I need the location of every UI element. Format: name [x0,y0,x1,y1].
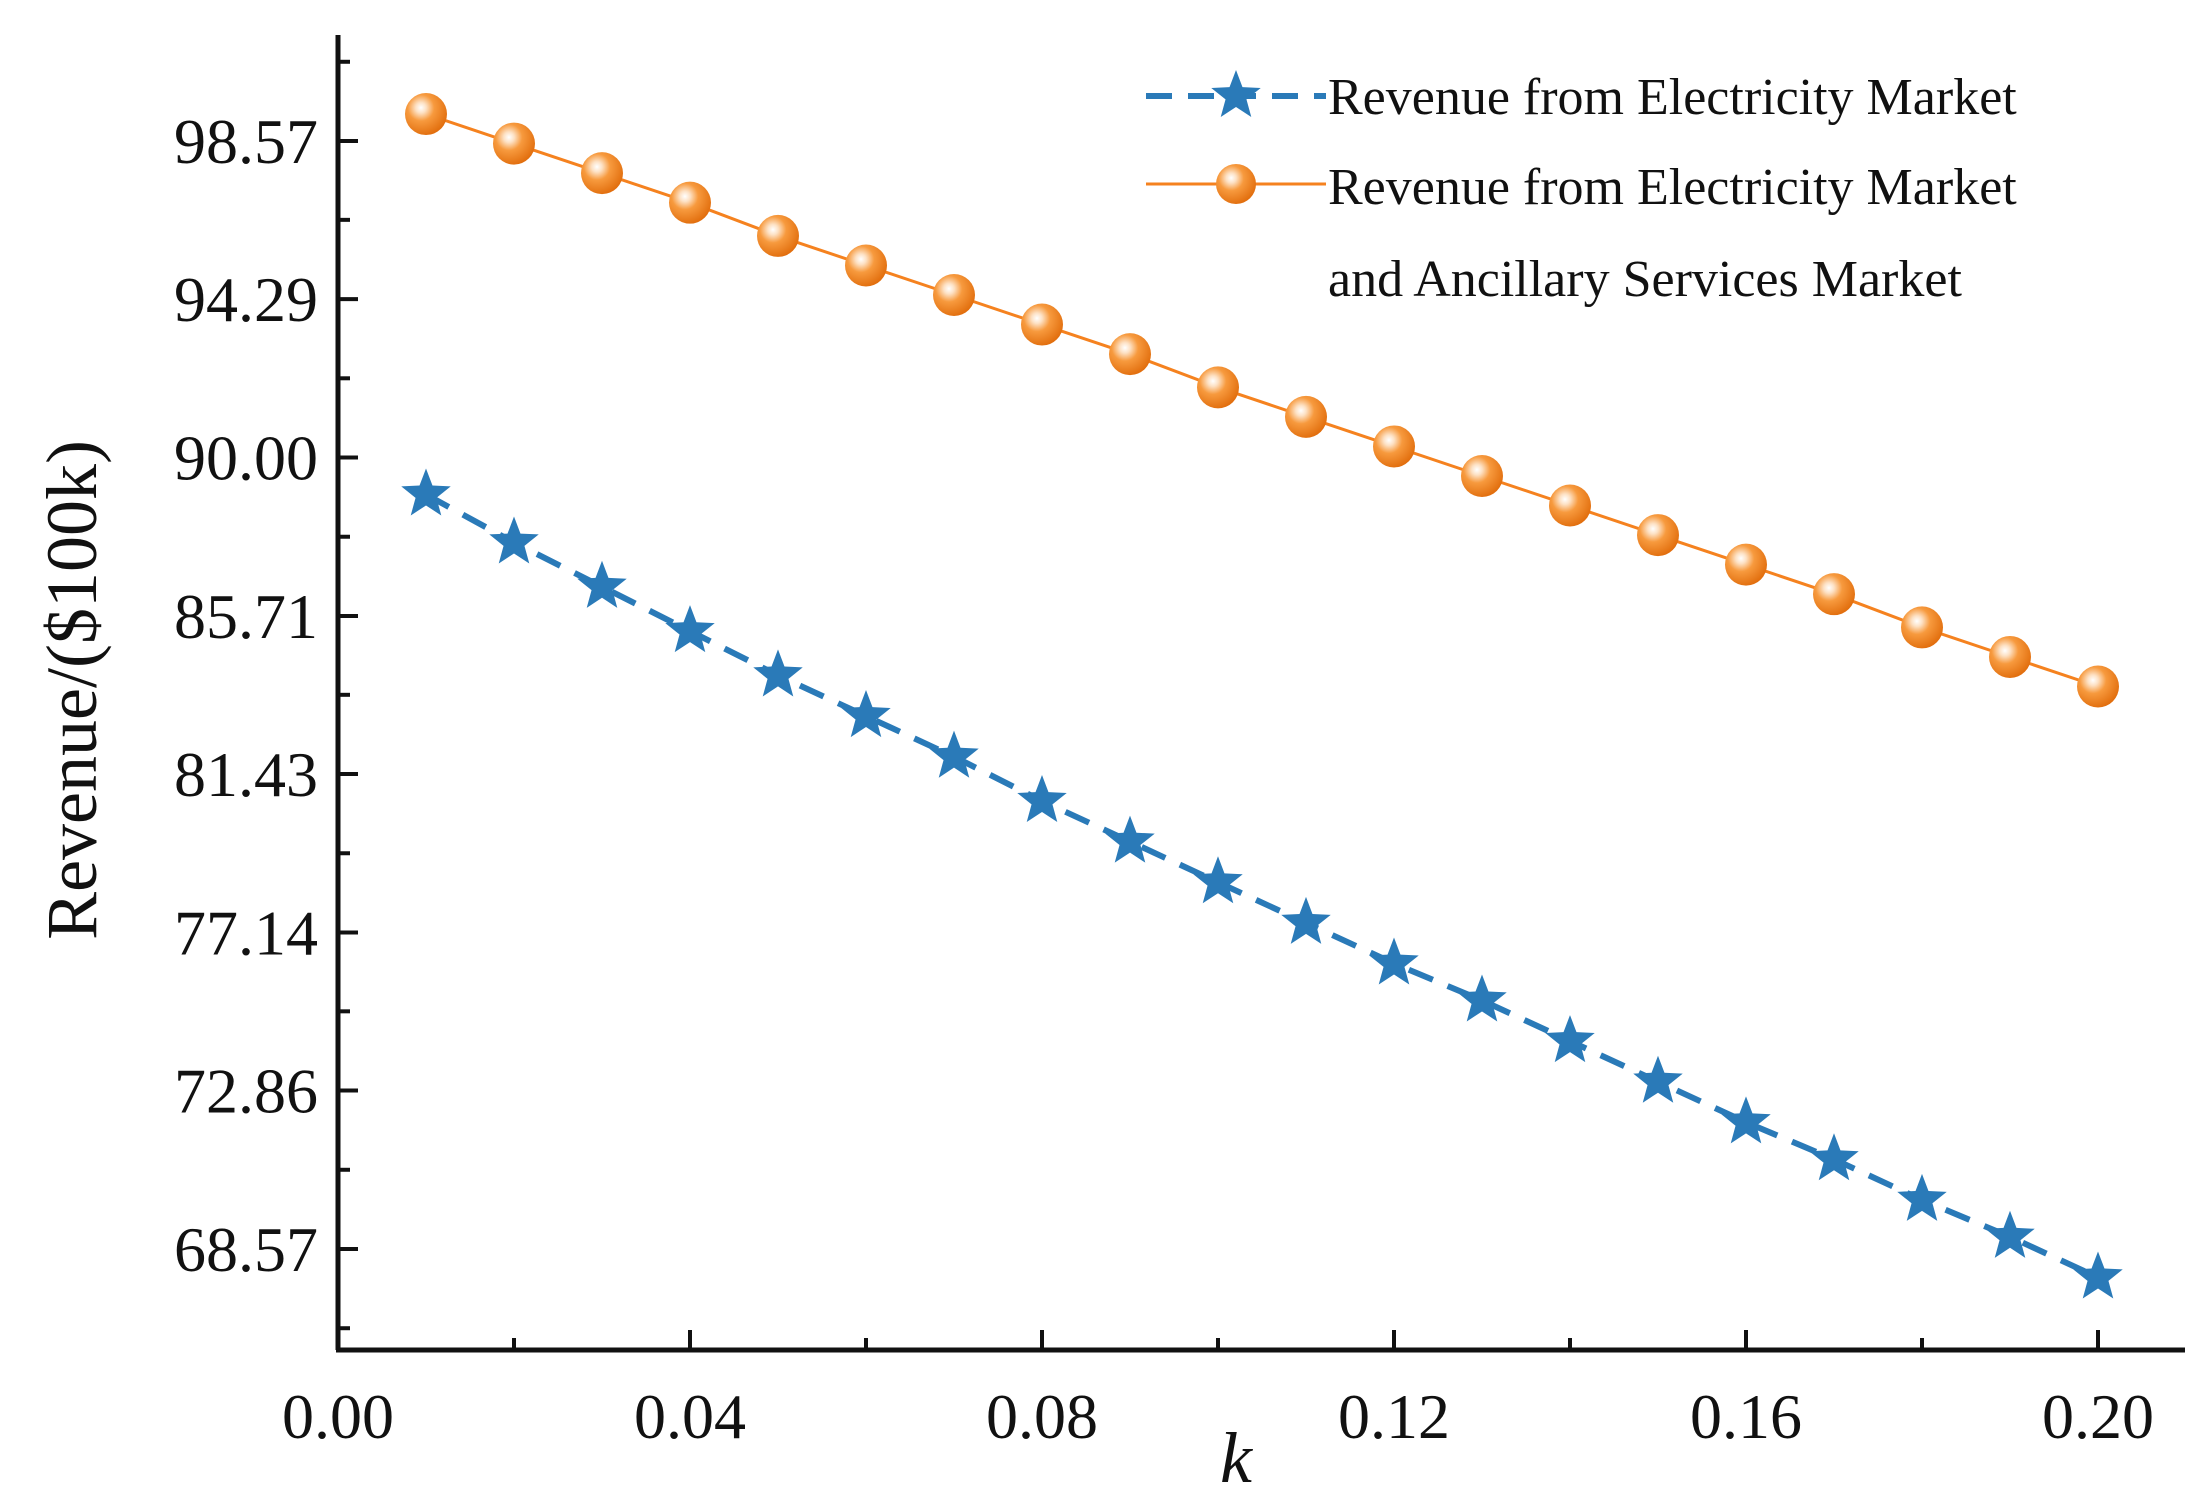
y-tick-label: 94.29 [174,264,318,335]
data-point-sphere [1901,606,1943,649]
x-tick-label: 0.00 [282,1381,394,1452]
data-point-sphere [1725,543,1767,586]
data-point-star [841,690,891,738]
y-ticks: 68.57 72.86 77.14 81.43 85.71 90.00 94.29 98.57 [174,106,358,1285]
y-tick-label: 85.71 [174,581,318,652]
data-point-star [1281,896,1331,944]
data-point-sphere [1989,635,2031,678]
series-markers-1 [405,93,2119,708]
x-tick-label: 0.12 [1338,1381,1450,1452]
x-tick-label: 0.20 [2042,1381,2154,1452]
x-ticks: 0.00 0.04 0.08 0.12 0.16 0.20 [282,1330,2154,1452]
data-point-sphere [1197,366,1239,409]
legend-entry-electricity-ancillary: Revenue from Electricity Market and Anci… [1146,159,2017,308]
data-point-sphere [1285,395,1327,438]
data-point-sphere [1373,425,1415,468]
data-point-star [1721,1096,1771,1144]
data-point-star [1897,1173,1947,1221]
data-point-star [1809,1133,1859,1181]
series-markers-0 [401,468,2123,1299]
plot-area: 68.57 72.86 77.14 81.43 85.71 90.00 94.29 98.57… [174,35,2185,1452]
legend-label-electricity: Revenue from Electricity Market [1328,69,2017,126]
data-point-star [1457,974,1507,1022]
data-point-sphere [1021,303,1063,346]
data-point-star [1105,815,1155,863]
data-point-star [1985,1210,2035,1258]
data-point-star [929,730,979,778]
y-tick-label: 72.86 [174,1056,318,1127]
x-tick-label: 0.08 [986,1381,1098,1452]
data-point-star [1017,775,1067,823]
data-point-star [2073,1251,2123,1299]
data-point-sphere [1461,454,1503,497]
data-point-star [577,560,627,608]
y-tick-label: 90.00 [174,423,318,494]
data-point-sphere [405,93,447,136]
x-tick-label: 0.16 [1690,1381,1802,1452]
data-point-sphere [1109,333,1151,376]
y-tick-label: 77.14 [174,897,318,968]
data-point-sphere [1637,514,1679,557]
data-point-star [1545,1015,1595,1063]
data-point-star [753,649,803,697]
data-point-star [1633,1055,1683,1103]
y-tick-label: 68.57 [174,1214,318,1285]
series-layer [401,93,2123,1299]
legend-label-ancillary-line1: Revenue from Electricity Market [1328,159,2017,216]
data-point-star [489,516,539,564]
data-point-sphere [757,214,799,257]
data-point-sphere [669,181,711,224]
x-minor-ticks [512,1338,1924,1350]
legend: Revenue from Electricity Market Revenue … [1146,69,2017,308]
y-tick-label: 81.43 [174,739,318,810]
data-point-sphere [2077,665,2119,708]
y-axis-title: Revenue/($100k) [32,440,112,940]
data-point-sphere [933,274,975,317]
data-point-sphere [1549,484,1591,527]
x-axis-title: k [1220,1418,1254,1498]
y-minor-ticks [338,59,350,1331]
y-tick-label: 98.57 [174,106,318,177]
legend-label-ancillary-line2: and Ancillary Services Market [1328,251,1962,308]
series-line-0 [424,491,2100,1281]
data-point-sphere [493,122,535,165]
data-point-sphere [581,152,623,195]
data-point-star [1193,856,1243,904]
legend-sphere-icon [1216,164,1256,204]
data-point-star [1369,937,1419,985]
legend-entry-electricity: Revenue from Electricity Market [1146,69,2017,126]
data-point-sphere [1813,573,1855,616]
data-point-sphere [845,244,887,287]
data-point-star [665,605,715,653]
x-tick-label: 0.04 [634,1381,746,1452]
data-point-star [401,468,451,516]
legend-star-icon [1211,70,1261,118]
